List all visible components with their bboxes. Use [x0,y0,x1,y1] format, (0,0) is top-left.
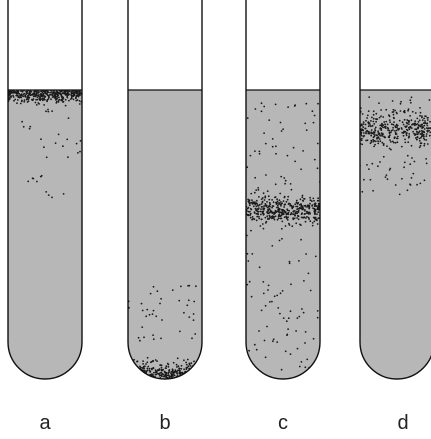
tube-b [127,0,203,380]
growth-dots [8,90,82,199]
tube-a [7,0,83,380]
tube-c-label: c [278,412,288,434]
tube-outline [127,0,203,380]
medium-fill [128,90,202,379]
tube-c [245,0,321,380]
tube-d-label: d [397,412,409,434]
tube-outline [7,0,83,380]
tube-b-label: b [159,412,171,434]
medium-fill [246,90,320,379]
tube-outline [359,0,431,380]
medium-fill [8,90,82,379]
medium-fill [360,90,431,379]
tube-d [359,0,431,380]
tube-a-label: a [39,412,51,434]
growth-dots [246,102,320,371]
tube-outline [245,0,321,380]
